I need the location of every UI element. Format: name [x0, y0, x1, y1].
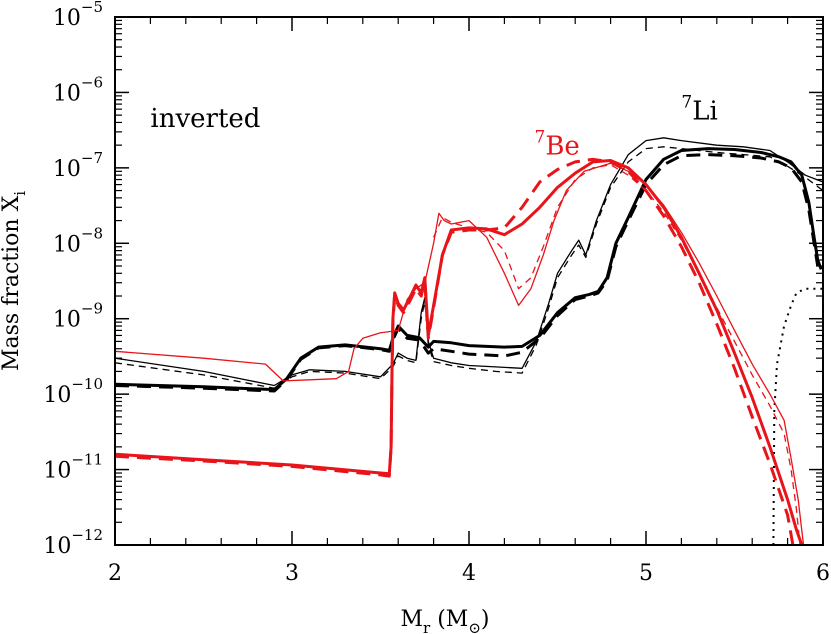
y-tick-label-base: 10: [53, 308, 81, 333]
x-tick-label: 3: [285, 561, 299, 586]
y-tick-label-base: 10: [43, 383, 71, 408]
series-line-7: [115, 157, 795, 545]
annotation-text: Li: [692, 96, 718, 126]
y-tick-label: 10−11: [43, 451, 103, 484]
series-line-8: [115, 162, 805, 545]
series-line-6: [115, 159, 804, 545]
series-line-9: [433, 164, 801, 545]
y-tick-label-exponent: −10: [71, 375, 103, 393]
plot-frame: [114, 16, 824, 546]
x-axis-title-close: ): [481, 607, 490, 632]
y-tick-label-exponent: −7: [81, 149, 103, 167]
series-line-4: [115, 146, 823, 389]
y-tick-label: 10−5: [53, 0, 103, 31]
x-tick-label: 4: [462, 561, 476, 586]
x-tick-label: 6: [816, 561, 830, 586]
y-tick-label-base: 10: [53, 81, 81, 106]
y-tick-label-base: 10: [43, 459, 71, 484]
x-axis-title-unit: (M: [430, 607, 468, 632]
sun-symbol-icon: ⊙: [468, 619, 481, 634]
annotation-1: inverted: [150, 104, 260, 134]
y-tick-label-exponent: −12: [71, 526, 103, 544]
y-axis-title: Mass fraction Xi: [0, 191, 29, 371]
y-tick-label-base: 10: [53, 157, 81, 182]
y-tick-label: 10−12: [43, 526, 103, 559]
y-axis-title-main: Mass fraction X: [0, 195, 24, 371]
y-tick-label-base: 10: [43, 534, 71, 559]
y-tick-label: 10−7: [53, 149, 103, 182]
x-axis-title-main: M: [401, 607, 424, 632]
y-tick-label-exponent: −6: [81, 73, 103, 91]
y-tick-label: 10−9: [53, 300, 103, 333]
x-axis-title: Mr (M⊙): [401, 607, 490, 634]
x-tick-label: 2: [108, 561, 122, 586]
y-tick-label-exponent: −8: [81, 224, 103, 242]
axis-ticks: [114, 16, 824, 546]
y-tick-label-exponent: −5: [81, 0, 103, 16]
y-tick-label: 10−6: [53, 73, 103, 106]
y-tick-label: 10−10: [43, 375, 103, 408]
series-layer: [115, 137, 823, 545]
annotation-2: 7Be: [534, 128, 579, 162]
x-axis-title-sub: r: [423, 619, 431, 634]
x-tick-label: 5: [639, 561, 653, 586]
annotation-3: 7Li: [681, 92, 717, 126]
y-axis-title-sub: i: [11, 191, 29, 196]
annotation-superscript: 7: [534, 128, 545, 148]
series-line-3: [115, 137, 823, 387]
y-tick-label-exponent: −9: [81, 300, 103, 318]
annotation-superscript: 7: [681, 92, 692, 112]
y-tick-label-exponent: −11: [71, 451, 103, 469]
y-tick-label-base: 10: [53, 232, 81, 257]
annotation-text: Be: [545, 132, 580, 162]
series-line-2: [115, 153, 820, 393]
y-tick-label: 10−8: [53, 224, 103, 257]
series-line-5: [772, 287, 823, 545]
y-tick-label-base: 10: [53, 6, 81, 31]
